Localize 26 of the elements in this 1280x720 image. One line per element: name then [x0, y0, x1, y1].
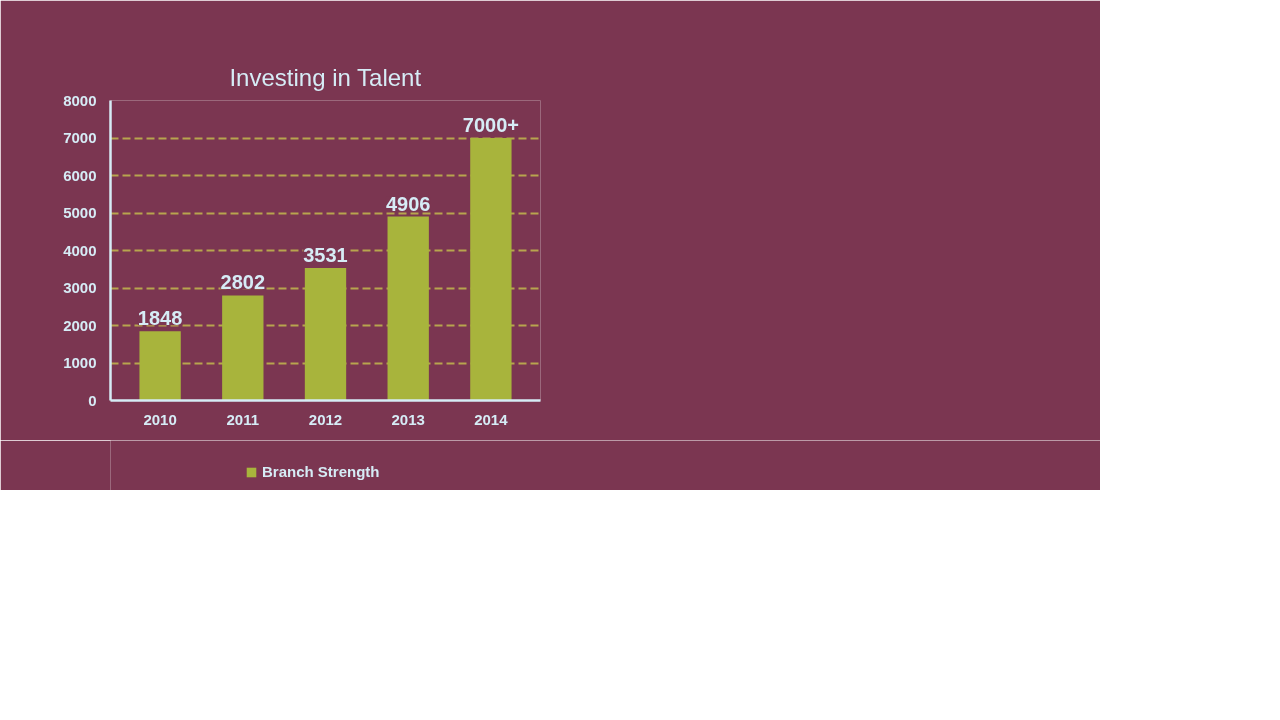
data-label: 7000+	[462, 114, 519, 136]
y-tick-label: 7000	[63, 129, 97, 146]
y-tick-label: 4000	[63, 241, 97, 259]
x-tick-label: 2010	[143, 410, 177, 428]
y-tick-label: 3000	[63, 279, 97, 296]
bar	[470, 138, 512, 401]
bar	[304, 268, 347, 401]
legend-label: Branch Strength	[262, 463, 380, 480]
x-tick-label: 2012	[308, 410, 343, 428]
data-label: 2802	[220, 271, 266, 294]
data-label: 4906	[385, 192, 431, 215]
y-tick-label: 5000	[63, 204, 97, 221]
chart-title: Investing in Talent	[229, 63, 422, 91]
data-label: 3531	[303, 244, 348, 267]
y-tick-label: 0	[88, 391, 97, 409]
bar	[222, 295, 264, 401]
x-tick-label: 2011	[226, 410, 260, 428]
x-tick-label: 2014	[474, 410, 509, 428]
bar	[139, 331, 181, 401]
data-label: 1848	[137, 307, 183, 330]
y-tick-label: 6000	[63, 166, 97, 184]
y-tick-label: 8000	[63, 91, 97, 109]
y-tick-label: 1000	[63, 354, 97, 371]
y-tick-label: 2000	[63, 316, 97, 334]
bar	[387, 216, 429, 401]
x-tick-label: 2013	[391, 410, 425, 428]
